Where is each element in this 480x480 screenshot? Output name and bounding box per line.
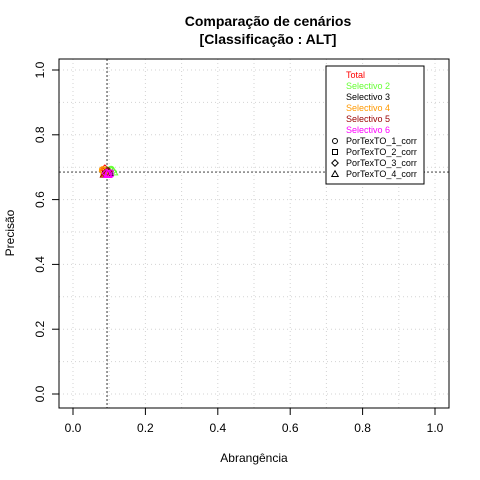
y-tick-label: 0.6 (33, 191, 47, 208)
x-tick-label: 0.8 (354, 421, 371, 435)
legend-symbol-diamond (331, 159, 339, 167)
x-tick-label: 1.0 (427, 421, 444, 435)
y-tick-label: 0.4 (33, 256, 47, 273)
y-tick-label: 1.0 (33, 61, 47, 78)
x-tick-label: 0.0 (65, 421, 82, 435)
y-tick-label: 0.2 (33, 321, 47, 338)
data-point-square (106, 169, 114, 178)
legend-entry-color: Total (346, 70, 365, 80)
legend-entry-shape: PorTexTO_4_corr (346, 169, 417, 179)
chart-title: Comparação de cenários (185, 13, 352, 29)
legend-symbol-circle (332, 138, 338, 144)
legend-entry-color: Selectivo 6 (346, 125, 390, 135)
legend-entry-shape: PorTexTO_3_corr (346, 158, 417, 168)
y-axis-label: Precisão (3, 209, 17, 256)
legend-entry-shape: PorTexTO_2_corr (346, 147, 417, 157)
data-point-triangle (102, 169, 113, 178)
y-tick-label: 0.8 (33, 126, 47, 143)
legend-box (325, 65, 425, 185)
legend-symbol-square (332, 149, 338, 155)
y-axis: 0.0 0.2 0.4 0.6 0.8 1.0 (33, 61, 60, 402)
x-tick-label: 0.6 (282, 421, 299, 435)
x-axis: 0.0 0.2 0.4 0.6 0.8 1.0 (65, 407, 444, 435)
chart-subtitle: [Classificação : ALT] (200, 31, 337, 47)
legend-entry-color: Selectivo 3 (346, 92, 390, 102)
legend-entry-color: Selectivo 2 (346, 81, 390, 91)
x-axis-label: Abrangência (220, 451, 288, 465)
legend-entry-shape: PorTexTO_1_corr (346, 136, 417, 146)
x-tick-label: 0.4 (209, 421, 226, 435)
y-tick-label: 0.0 (33, 385, 47, 402)
x-tick-label: 0.2 (137, 421, 154, 435)
legend-entry-color: Selectivo 4 (346, 103, 390, 113)
legend-entry-color: Selectivo 5 (346, 114, 390, 124)
data-points (98, 164, 119, 179)
legend-symbol-triangle (330, 169, 340, 177)
